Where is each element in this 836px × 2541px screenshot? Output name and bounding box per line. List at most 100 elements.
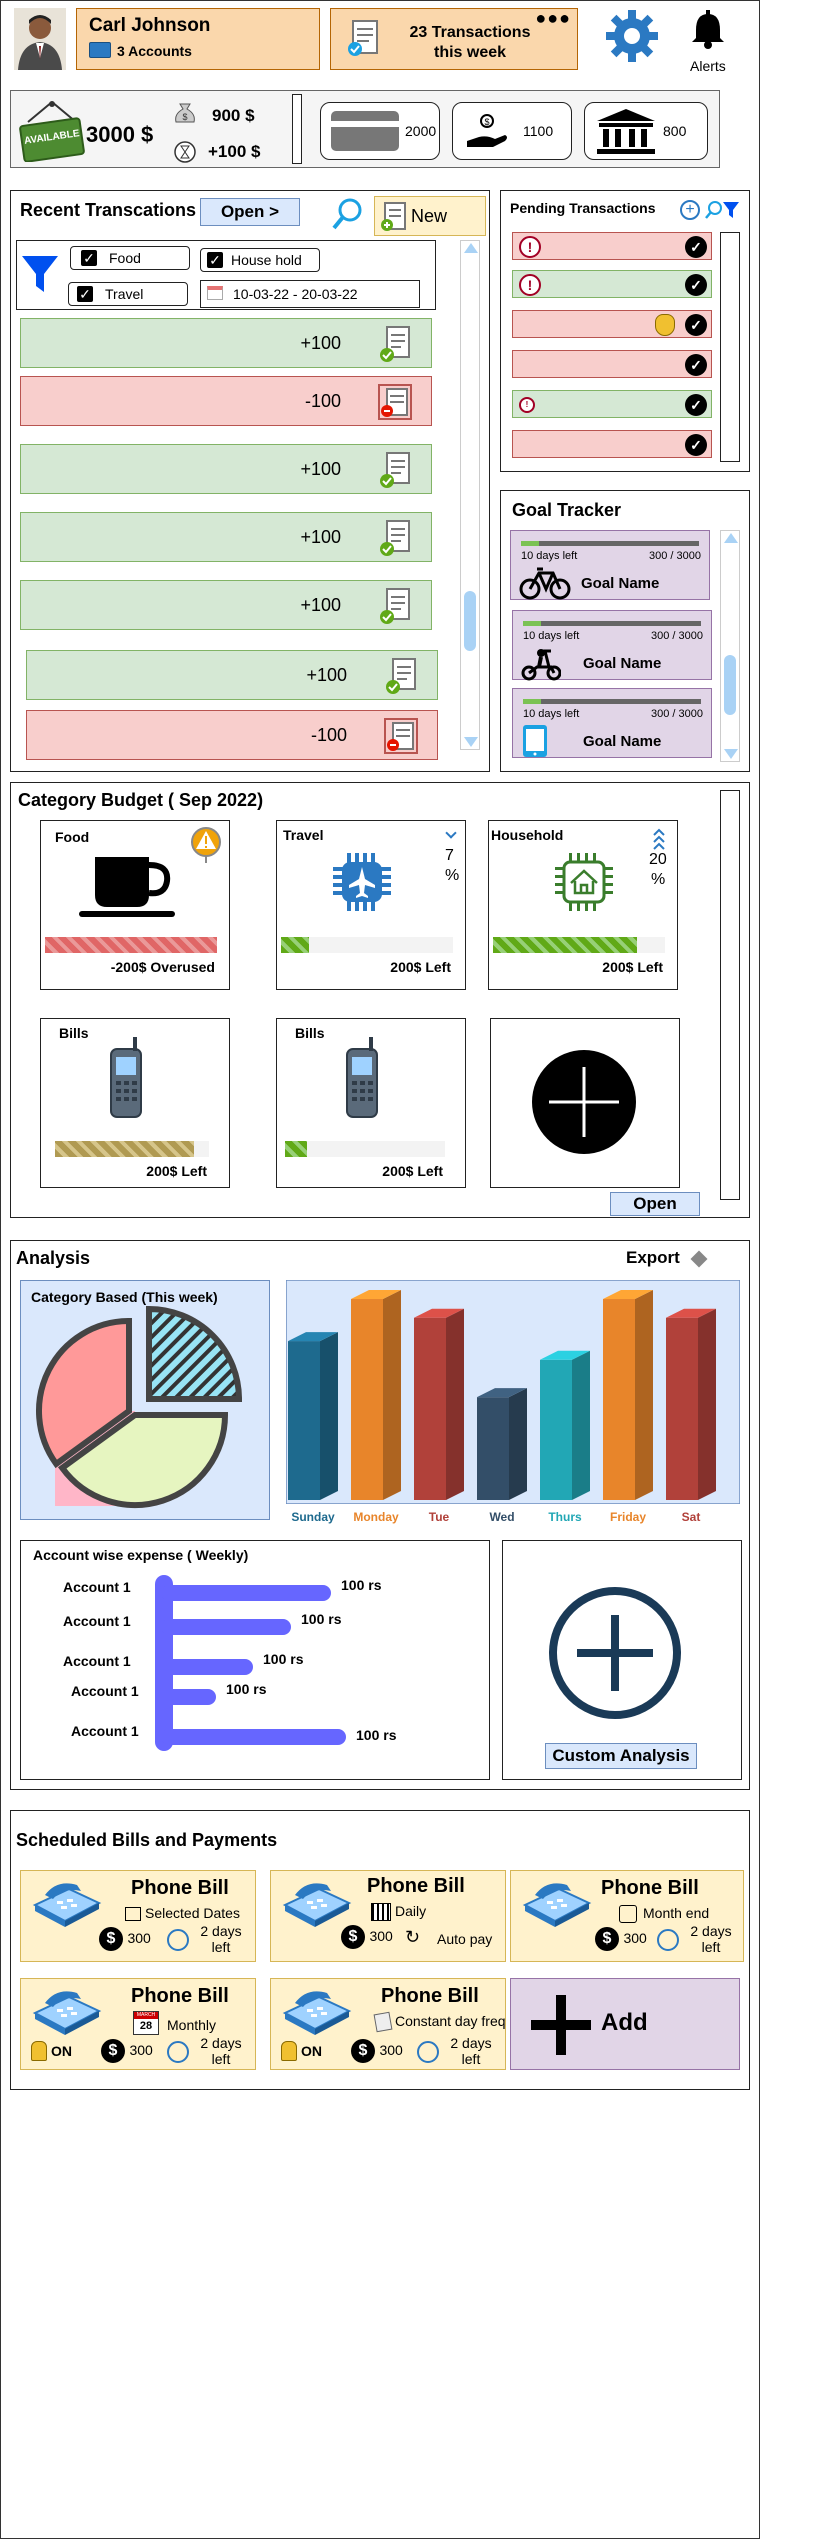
transaction-row[interactable]: +100 — [26, 650, 438, 700]
approve-check-icon[interactable]: ✓ — [685, 236, 707, 258]
bank-balance-tile[interactable]: 800 — [584, 102, 708, 160]
pending-scrollbar[interactable] — [720, 232, 740, 462]
open-transactions-button[interactable]: Open > — [200, 198, 300, 226]
pending-row[interactable]: ✓ — [512, 350, 712, 378]
add-analysis-icon[interactable] — [547, 1585, 683, 1726]
weekday-bar — [603, 1290, 653, 1500]
export-label: Export — [626, 1248, 680, 1267]
avatar[interactable] — [14, 8, 66, 70]
filter-pending-icon[interactable] — [722, 200, 740, 225]
bill-card[interactable]: Phone Bill Constant day freq ON $ 300 2 days… — [270, 1978, 506, 2070]
bill-card[interactable]: Phone Bill MARCH 28 Monthly ON $ 300 2 days le… — [20, 1978, 256, 2070]
export-button[interactable]: Export — [626, 1248, 708, 1268]
approve-check-icon[interactable]: ✓ — [685, 434, 707, 456]
weekly-transactions-card[interactable]: 23 Transactions this week ●●● — [330, 8, 578, 70]
budget-progress-bar — [285, 1141, 445, 1157]
food-checkbox[interactable]: ✓ — [81, 250, 97, 266]
transaction-row[interactable]: -100 — [20, 376, 432, 426]
goal-name: Goal Name — [581, 575, 660, 592]
pending-row[interactable]: ! ✓ — [512, 390, 712, 418]
filter-household-chip[interactable]: ✓ House hold — [200, 248, 320, 272]
pending-row[interactable]: ✓ — [512, 310, 712, 338]
bill-card[interactable]: Phone Bill Month end $ 300 2 days left — [510, 1870, 744, 1962]
add-budget-card[interactable] — [490, 1018, 680, 1188]
goals-scroll-up-icon[interactable] — [724, 533, 738, 543]
account-expense-card: Account wise expense ( Weekly) Account 1… — [20, 1540, 490, 1780]
goals-scrollbar[interactable] — [720, 530, 740, 762]
travel-checkbox[interactable]: ✓ — [77, 286, 93, 302]
amount-coin-row: $ 300 — [99, 1927, 151, 1951]
open-budget-button[interactable]: Open — [610, 1192, 700, 1216]
goals-scroll-thumb[interactable] — [724, 655, 736, 715]
goal-card[interactable]: 10 days left 300 / 3000 Goal Name — [512, 610, 712, 681]
search-icon[interactable] — [330, 196, 366, 237]
transactions-scrollbar[interactable] — [460, 240, 480, 750]
bell-toggle-icon[interactable] — [281, 2041, 297, 2061]
budget-card-bills-1[interactable]: Bills 200$ Left — [40, 1018, 230, 1188]
add-bill-card[interactable]: Add — [510, 1978, 740, 2070]
cash-balance-tile[interactable]: $ 1100 — [452, 102, 572, 160]
custom-analysis-card[interactable]: Custom Analysis — [502, 1540, 742, 1780]
custom-analysis-button[interactable]: Custom Analysis — [545, 1743, 697, 1769]
pending-row[interactable]: ! ✓ — [512, 232, 712, 260]
alerts-bell-icon[interactable] — [690, 10, 726, 55]
goal-card[interactable]: 10 days left 300 / 3000 Goal Name — [512, 688, 712, 758]
new-transaction-button[interactable]: New — [374, 196, 486, 236]
budget-card-food[interactable]: Food -200$ Overused — [40, 820, 230, 990]
goals-scroll-down-icon[interactable] — [724, 749, 738, 759]
approve-check-icon[interactable]: ✓ — [685, 314, 707, 336]
filter-funnel-icon[interactable] — [20, 252, 60, 301]
category-budget-title: Category Budget ( Sep 2022) — [18, 790, 264, 810]
weekday-bar-chart — [286, 1280, 740, 1504]
alarm-clock-icon — [167, 2041, 189, 2063]
bank-balance-value: 800 — [663, 123, 687, 139]
pie-slice — [146, 1305, 243, 1402]
settings-gear-icon[interactable] — [604, 8, 660, 69]
scroll-up-arrow-icon[interactable] — [464, 243, 478, 253]
transaction-row[interactable]: +100 — [20, 444, 432, 494]
svg-text:$: $ — [484, 117, 489, 127]
bill-auto-state[interactable]: ON — [51, 2043, 72, 2059]
approve-check-icon[interactable]: ✓ — [685, 274, 707, 296]
filter-food-chip[interactable]: ✓ Food — [70, 246, 190, 270]
pending-row[interactable]: ✓ — [512, 430, 712, 458]
budget-card-travel[interactable]: Travel 7 % 200$ Left — [276, 820, 466, 990]
card-balance-tile[interactable]: 2000 — [320, 102, 440, 160]
money-bag-icon — [655, 314, 675, 336]
more-options-icon[interactable]: ●●● — [535, 8, 571, 28]
bill-card[interactable]: Phone Bill Selected Dates $ 300 2 days left — [20, 1870, 256, 1962]
add-circle-icon[interactable] — [531, 1049, 637, 1160]
date-range-field[interactable]: 10-03-22 - 20-03-22 — [200, 280, 420, 308]
filter-travel-chip[interactable]: ✓ Travel — [68, 282, 188, 306]
goal-card[interactable]: 10 days left 300 / 3000 Goal Name — [510, 530, 710, 600]
bill-amount: 300 — [127, 1930, 151, 1946]
account-chart-title: Account wise expense ( Weekly) — [33, 1547, 249, 1563]
calendar-date-icon: MARCH 28 — [133, 2011, 159, 2035]
scroll-down-arrow-icon[interactable] — [464, 737, 478, 747]
transaction-row[interactable]: +100 — [20, 318, 432, 368]
user-card[interactable]: Carl Johnson 3 Accounts — [76, 8, 320, 70]
account-bar-value: 100 rs — [356, 1727, 397, 1743]
search-pending-icon[interactable] — [704, 200, 722, 225]
bill-due: 2 days left — [450, 2035, 492, 2067]
budget-card-bills-2[interactable]: Bills 200$ Left — [276, 1018, 466, 1188]
transaction-row[interactable]: +100 — [20, 580, 432, 630]
bell-toggle-icon[interactable] — [31, 2041, 47, 2061]
add-pending-icon[interactable]: + — [680, 200, 700, 220]
budget-card-household[interactable]: Household 20 % 200$ Left — [488, 820, 678, 990]
transaction-amount: -100 — [310, 725, 347, 745]
phone-icon — [29, 1875, 103, 1936]
pending-row[interactable]: ! ✓ — [512, 270, 712, 298]
approve-check-icon[interactable]: ✓ — [685, 354, 707, 376]
transaction-row[interactable]: -100 — [26, 710, 438, 760]
household-checkbox[interactable]: ✓ — [207, 252, 223, 268]
bill-auto-state[interactable]: ON — [301, 2043, 322, 2059]
budget-scrollbar[interactable] — [720, 790, 740, 1200]
transaction-row[interactable]: +100 — [20, 512, 432, 562]
approve-check-icon[interactable]: ✓ — [685, 394, 707, 416]
bill-card[interactable]: Phone Bill Daily $ 300 ↻ Auto pay — [270, 1870, 506, 1962]
account-label: Account 1 — [63, 1613, 131, 1629]
weekday-bar — [666, 1308, 716, 1500]
scroll-thumb[interactable] — [464, 591, 476, 651]
budget-status: -200$ Overused — [110, 959, 215, 975]
